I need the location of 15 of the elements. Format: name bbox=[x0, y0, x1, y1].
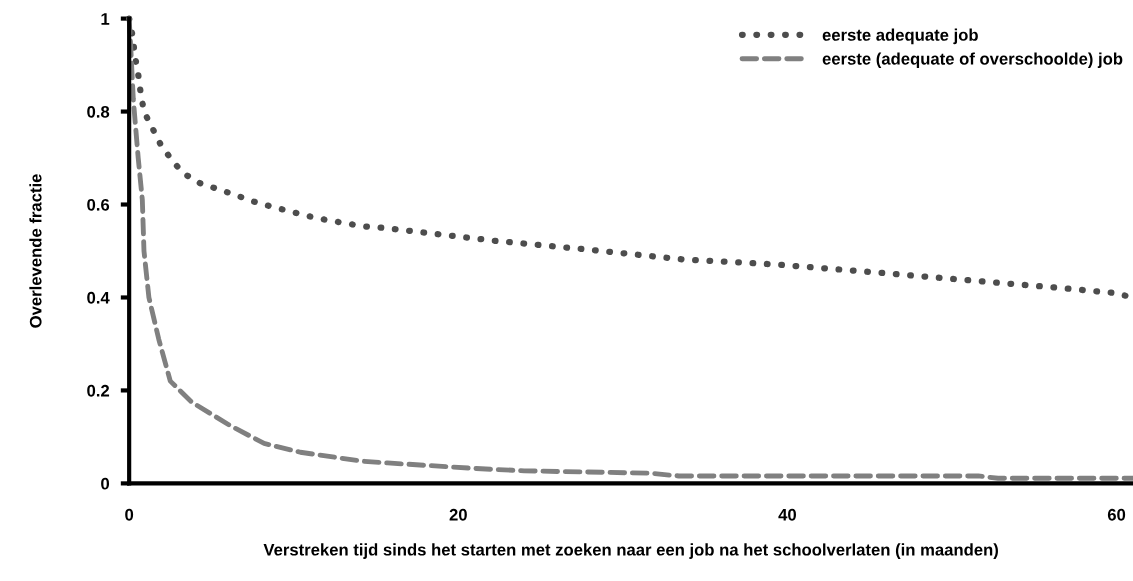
y-tick-label: 0.6 bbox=[87, 198, 110, 211]
x-tick-label: 60 bbox=[1107, 508, 1126, 521]
legend-label: eerste (adequate of overschoolde) job bbox=[822, 52, 1123, 68]
y-tick-label: 0.8 bbox=[87, 105, 110, 118]
x-tick-label: 40 bbox=[778, 508, 796, 521]
x-axis-title: Verstreken tijd sinds het starten met zoeken naar een job na het schoolverlaten (in maanden) bbox=[263, 543, 998, 559]
y-tick-label: 0 bbox=[101, 477, 110, 490]
y-tick-label: 0.4 bbox=[87, 291, 110, 304]
y-tick-label: 0.2 bbox=[87, 384, 110, 397]
x-tick-label: 0 bbox=[125, 508, 134, 521]
x-tick-label: 20 bbox=[449, 508, 467, 521]
y-axis-title: Overlevende fractie bbox=[29, 174, 42, 328]
legend-label: eerste adequate job bbox=[822, 28, 978, 45]
y-tick-label: 1 bbox=[101, 13, 110, 25]
line-series bbox=[126, 16, 1133, 481]
